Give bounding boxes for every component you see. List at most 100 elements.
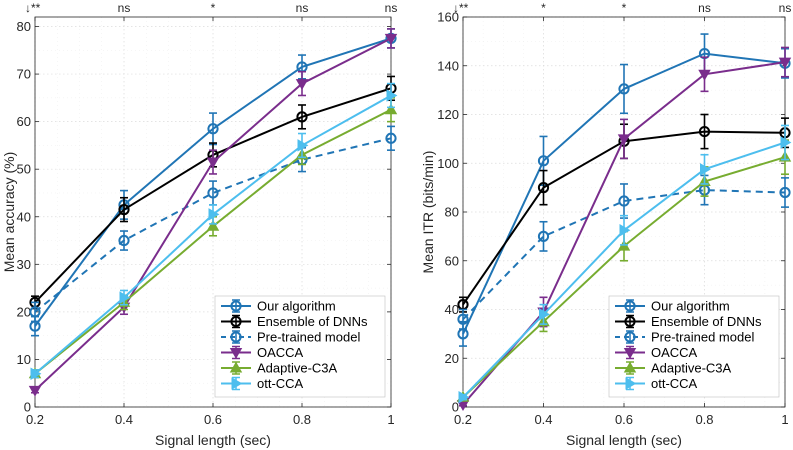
legend-label: Ensemble of DNNs [651, 314, 762, 329]
data-point [458, 391, 470, 404]
data-point [457, 313, 469, 325]
significance-label: ↓** [453, 1, 469, 15]
x-tick-label: 0.6 [615, 412, 633, 427]
legend-label: Adaptive-C3A [651, 361, 732, 376]
x-tick-label: 0.2 [26, 412, 44, 427]
x-axis-label: Signal length (sec) [566, 432, 682, 448]
data-point [779, 186, 791, 199]
y-tick-label: 50 [17, 162, 31, 177]
x-tick-label: 1 [387, 412, 394, 427]
data-point [780, 136, 792, 149]
data-point [296, 111, 308, 123]
data-point [118, 204, 130, 216]
x-tick-label: 0.8 [293, 412, 311, 427]
legend-label: Our algorithm [651, 299, 730, 314]
significance-label: * [211, 1, 216, 15]
significance-label: ns [779, 1, 792, 15]
legend-box [214, 295, 386, 398]
data-point [206, 157, 220, 169]
data-point [119, 291, 131, 304]
data-point [698, 125, 711, 138]
data-point [384, 103, 398, 115]
legend-marker [229, 361, 243, 373]
data-point [29, 306, 41, 318]
data-point [208, 208, 220, 221]
data-point [206, 219, 220, 231]
data-point [384, 33, 398, 45]
y-tick-label: 160 [437, 10, 459, 25]
legend-label: ott-CCA [651, 376, 698, 391]
y-tick-label: 80 [17, 19, 31, 34]
y-tick-label: 70 [17, 67, 31, 82]
y-tick-label: 0 [452, 400, 459, 415]
legend-label: Ensemble of DNNs [257, 314, 368, 329]
legend-label: OACCA [651, 345, 698, 360]
legend-label: Adaptive-C3A [257, 361, 338, 376]
legend-marker [231, 377, 243, 390]
data-point [619, 224, 631, 237]
legend-box [608, 295, 780, 398]
data-point [537, 155, 550, 167]
y-axis-label: Mean ITR (bits/min) [420, 151, 436, 274]
y-tick-label: 20 [17, 304, 31, 319]
data-point [30, 367, 42, 380]
data-point [537, 182, 550, 194]
significance-label: ns [296, 1, 309, 15]
y-tick-label: 60 [445, 253, 459, 268]
y-tick-label: 80 [445, 205, 459, 220]
legend-label: OACCA [257, 345, 304, 360]
y-tick-label: 30 [17, 257, 31, 272]
legend-label: Pre-trained model [651, 330, 754, 345]
series-ott-cca [458, 124, 792, 404]
x-axis-label: Signal length (sec) [155, 432, 271, 448]
x-tick-label: 0.4 [115, 412, 133, 427]
data-point [698, 69, 711, 81]
y-tick-label: 40 [445, 302, 459, 317]
legend-marker [229, 348, 243, 359]
series-line [34, 137, 392, 313]
data-point [28, 385, 42, 397]
data-point [778, 57, 792, 69]
chart-panel-1: 0 10 20 30 40 50 60 70 80 0.2 0.4 0.6 0.8 1 Signal len… [1, 1, 398, 448]
x-tick-label: 0.8 [695, 412, 713, 427]
data-point [295, 79, 309, 90]
data-point [618, 195, 630, 207]
y-tick-label: 0 [24, 400, 31, 415]
legend-label: Our algorithm [257, 299, 336, 314]
legend-marker [230, 331, 242, 343]
data-point [617, 134, 631, 146]
data-point [118, 234, 130, 247]
legend-marker [230, 300, 242, 312]
data-point [207, 187, 219, 199]
significance-label: * [541, 1, 546, 15]
y-tick-label: 20 [445, 351, 459, 366]
y-tick-label: 140 [437, 58, 459, 73]
chart-panel-2: 0 20 40 60 80 100 120 140 160 0.2 0.4 0.6 0.8 1 Signal… [420, 1, 792, 448]
legend-marker [625, 377, 637, 390]
y-tick-label: 60 [17, 114, 31, 129]
significance-label: ns [118, 1, 131, 15]
series-ott-cca [30, 82, 398, 380]
legend-marker [624, 331, 636, 343]
data-point [538, 308, 550, 321]
y-axis-label: Mean accuracy (%) [1, 152, 17, 273]
data-point [386, 89, 398, 102]
significance-label: * [622, 1, 627, 15]
y-tick-label: 100 [437, 156, 459, 171]
y-tick-label: 120 [437, 107, 459, 122]
data-point [618, 83, 630, 95]
legend-marker [230, 315, 242, 328]
data-point [537, 230, 550, 242]
data-point [385, 132, 397, 144]
legend-label: ott-CCA [257, 376, 304, 391]
significance-label: ns [698, 1, 711, 15]
data-point [297, 139, 309, 152]
legend-marker [624, 315, 636, 328]
legend-label: Pre-trained model [257, 330, 360, 345]
significance-label: ns [385, 1, 398, 15]
legend-marker [623, 361, 637, 373]
y-tick-label: 10 [17, 352, 31, 367]
significance-label: ↓** [25, 1, 41, 15]
